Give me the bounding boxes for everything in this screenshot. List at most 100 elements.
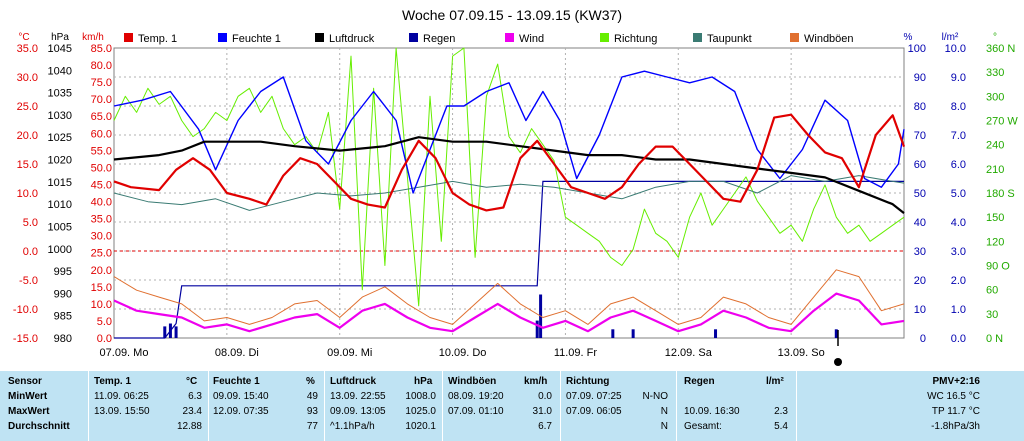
series-rain-cumulative xyxy=(114,180,904,339)
axis-tick-label: 6.0 xyxy=(951,159,966,171)
dir-title: Richtung xyxy=(566,376,610,387)
axis-tick-label: 30 xyxy=(914,246,926,258)
rain-max-time: 10.09. 16:30 xyxy=(684,406,740,417)
rain-title: Regen xyxy=(684,376,715,387)
axis-tick-label: 50.0 xyxy=(91,162,112,174)
axis-tick-label: 30.0 xyxy=(17,72,38,84)
axis-tick-label: 240 xyxy=(986,140,1004,152)
axis-tick-label: 65.0 xyxy=(91,111,112,123)
axis-tick-label: 5.0 xyxy=(97,316,112,328)
axis-tick-label: 10.0 xyxy=(17,188,38,200)
series-richtung xyxy=(113,47,905,307)
hum-unit: % xyxy=(306,376,315,387)
axis-tick-label: 1010 xyxy=(48,199,72,211)
axis-tick-label: 270 W xyxy=(986,116,1018,128)
stats-separator xyxy=(324,371,325,441)
dir-min-time: 07.09. 07:25 xyxy=(566,391,622,402)
rain-bar xyxy=(834,329,838,338)
axis-tick-label: 50 xyxy=(914,188,926,200)
axis-tick-label: 15.0 xyxy=(91,282,112,294)
x-tick-label: 12.09. Sa xyxy=(665,347,713,359)
axis-tick-label: -15.0 xyxy=(13,333,38,345)
unit-rain: l/m² xyxy=(942,32,959,43)
x-axis-labels: 07.09. Mo 08.09. Di 09.09. Mi 10.09. Do 11.0… xyxy=(100,347,825,359)
axis-tick-label: 30.0 xyxy=(91,231,112,243)
axis-tick-label: 300 xyxy=(986,91,1004,103)
legend-label: Feuchte 1 xyxy=(232,33,281,45)
axis-tick-label: 5.0 xyxy=(951,188,966,200)
chart-title: Woche 07.09.15 - 13.09.15 (KW37) xyxy=(402,7,622,23)
legend-label: Regen xyxy=(423,33,455,45)
axis-tick-label: 3.0 xyxy=(951,246,966,258)
axis-tick-label: 150 xyxy=(986,212,1004,224)
axis-tick-label: 40.0 xyxy=(91,197,112,209)
rain-unit: l/m² xyxy=(766,376,784,387)
gust-min-time: 08.09. 19:20 xyxy=(448,391,504,402)
axis-tick-label: 25.0 xyxy=(17,101,38,113)
axis-rain: 10.0 9.0 8.0 7.0 6.0 5.0 4.0 3.0 2.0 1.0 0.0 xyxy=(945,43,966,345)
axis-tick-label: 1015 xyxy=(48,177,72,189)
temp-max-time: 13.09. 15:50 xyxy=(94,406,150,417)
x-tick-label: 08.09. Di xyxy=(215,347,259,359)
row-label-avg: Durchschnitt xyxy=(8,421,70,432)
gust-min-value: 0.0 xyxy=(538,391,552,402)
axis-tick-label: 75.0 xyxy=(91,77,112,89)
x-tick-label: 07.09. Mo xyxy=(100,347,149,359)
axis-tick-label: 35.0 xyxy=(91,214,112,226)
legend-label: Wind xyxy=(519,33,544,45)
temp-avg: 12.88 xyxy=(176,421,202,432)
temp-min-time: 11.09. 06:25 xyxy=(94,391,149,402)
unit-pct: % xyxy=(904,32,913,43)
plot-grid xyxy=(114,48,904,338)
legend-swatch xyxy=(790,33,799,42)
axis-tick-label: 0.0 xyxy=(97,333,112,345)
axis-tick-label: 70 xyxy=(914,130,926,142)
axis-tick-label: 60.0 xyxy=(91,128,112,140)
axis-tick-label: 0 N xyxy=(986,333,1003,345)
dir-max-time: 07.09. 06:05 xyxy=(566,406,622,417)
current-time-marker xyxy=(834,358,842,366)
axis-tick-label: 1040 xyxy=(48,65,72,77)
axis-tick-label: 2.0 xyxy=(951,275,966,287)
legend-label: Luftdruck xyxy=(329,33,375,45)
stats-separator xyxy=(208,371,209,441)
axis-tick-label: 995 xyxy=(54,266,72,278)
axis-tick-label: 15.0 xyxy=(17,159,38,171)
axis-tick-label: 20.0 xyxy=(17,130,38,142)
unit-kmh: km/h xyxy=(82,32,104,43)
axis-temp: 35.0 30.0 25.0 20.0 15.0 10.0 5.0 0.0 -5.0 -10.0 -… xyxy=(13,43,38,345)
axis-tick-label: 60 xyxy=(914,159,926,171)
axis-tick-label: 85.0 xyxy=(91,43,112,55)
rain-bar xyxy=(174,326,178,338)
legend-label: Taupunkt xyxy=(707,33,752,45)
x-tick-label: 13.09. So xyxy=(778,347,825,359)
axis-direction: 360 N 330 300 270 W 240 210 180 S 150 120 90 O 60 3… xyxy=(986,43,1018,345)
axis-tick-label: -10.0 xyxy=(13,304,38,316)
press-unit: hPa xyxy=(414,376,433,387)
legend-swatch xyxy=(505,33,514,42)
series-luftdruck xyxy=(113,136,905,214)
series-temp-1 xyxy=(113,113,906,212)
axis-tick-label: 70.0 xyxy=(91,94,112,106)
press-max-time: 09.09. 13:05 xyxy=(330,406,386,417)
rain-bar xyxy=(535,320,539,338)
axis-tick-label: 210 xyxy=(986,164,1004,176)
row-label-sensor: Sensor xyxy=(8,376,42,387)
axis-tick-label: 90 xyxy=(914,72,926,84)
axis-tick-label: 5.0 xyxy=(23,217,38,229)
rain-total: 5.4 xyxy=(774,421,788,432)
axis-tick-label: 0.0 xyxy=(23,246,38,258)
axis-tick-label: 40 xyxy=(914,217,926,229)
axis-tick-label: 10.0 xyxy=(945,43,966,55)
hum-min-value: 49 xyxy=(306,391,318,402)
rain-total-label: Gesamt: xyxy=(684,421,722,432)
axis-tick-label: 8.0 xyxy=(951,101,966,113)
axis-tick-label: 1.0 xyxy=(951,304,966,316)
unit-deg: ° xyxy=(993,32,997,43)
axis-tick-label: 360 N xyxy=(986,43,1015,55)
rain-bar xyxy=(631,329,635,338)
axis-tick-label: 9.0 xyxy=(951,72,966,84)
legend-swatch xyxy=(693,33,702,42)
x-tick-label: 09.09. Mi xyxy=(327,347,372,359)
